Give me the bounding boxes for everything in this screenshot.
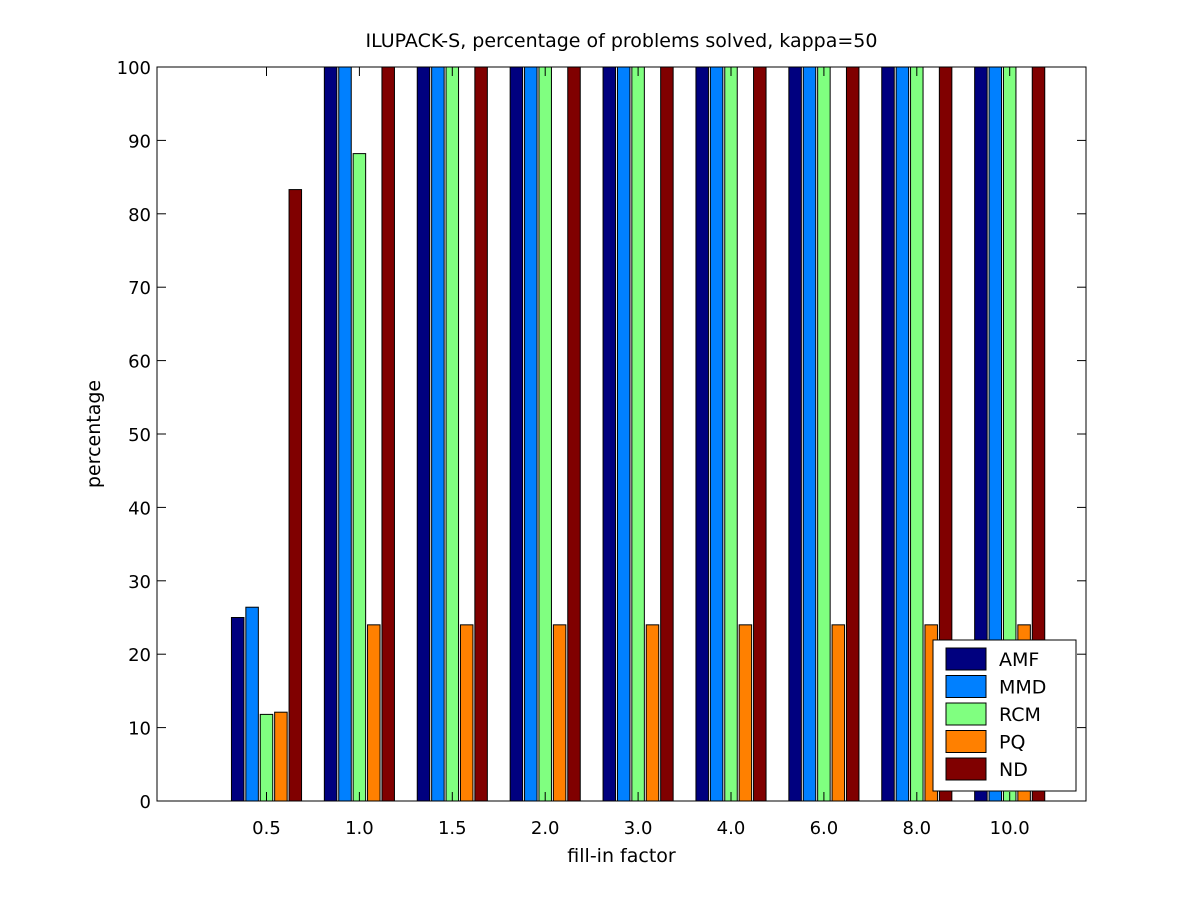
x-tick-label: 4.0 <box>717 818 746 839</box>
bar-nd-3.0 <box>660 66 674 802</box>
y-tick-label: 0 <box>140 792 151 813</box>
bar-mmd-3.0 <box>616 66 631 802</box>
bar-amf-8.0 <box>881 66 895 802</box>
x-tick-label: 1.5 <box>438 818 467 839</box>
y-axis-label: percentage <box>83 380 105 488</box>
legend-swatch-pq <box>945 730 987 753</box>
legend-label-amf: AMF <box>999 649 1039 671</box>
bar-rcm-2.0 <box>538 66 552 802</box>
y-tick-label: 80 <box>128 205 151 226</box>
bar-amf-4.0 <box>695 66 709 802</box>
bar-rcm-4.0 <box>724 66 738 802</box>
x-tick-label: 2.0 <box>531 818 560 839</box>
bar-pq-1.5 <box>459 624 474 802</box>
chart-title: ILUPACK-S, percentage of problems solved… <box>366 30 878 52</box>
y-tick-label: 20 <box>128 645 151 666</box>
bar-rcm-1.5 <box>445 66 460 802</box>
bar-nd-2.0 <box>567 66 581 802</box>
bar-mmd-1.0 <box>338 66 352 802</box>
bars-layer <box>230 66 1046 802</box>
bar-amf-1.5 <box>416 66 431 802</box>
bar-nd-6.0 <box>845 66 860 802</box>
legend-label-rcm: RCM <box>999 704 1041 726</box>
bar-pq-3.0 <box>645 624 660 802</box>
x-tick-label: 8.0 <box>902 818 931 839</box>
legend: AMF MMD RCM PQ ND <box>932 639 1077 792</box>
y-tick-label: 10 <box>128 719 151 740</box>
legend-label-nd: ND <box>999 759 1028 781</box>
bar-pq-2.0 <box>552 624 567 802</box>
bar-pq-1.0 <box>367 624 381 802</box>
bar-pq-4.0 <box>738 624 753 802</box>
x-tick-label: 10.0 <box>990 818 1030 839</box>
legend-label-mmd: MMD <box>999 677 1046 699</box>
x-axis-label: fill-in factor <box>567 845 676 867</box>
legend-swatch-rcm <box>945 702 987 726</box>
bar-amf-2.0 <box>509 66 524 802</box>
legend-swatch-amf <box>945 647 987 671</box>
ticks-layer: 0 10 20 30 40 50 60 70 80 90 100 0.5 1.0 1.5 2.0 3.0 4.0… <box>117 58 1086 839</box>
bar-mmd-2.0 <box>524 66 538 802</box>
y-tick-label: 40 <box>128 498 151 519</box>
bar-mmd-8.0 <box>895 66 910 802</box>
bar-mmd-1.5 <box>431 66 445 802</box>
bar-mmd-0.5 <box>245 606 259 802</box>
bar-nd-4.0 <box>753 66 767 802</box>
x-tick-label: 0.5 <box>252 818 281 839</box>
y-tick-label: 90 <box>128 131 151 152</box>
y-tick-label: 70 <box>128 278 151 299</box>
bar-amf-1.0 <box>323 66 338 802</box>
bar-pq-0.5 <box>274 711 288 802</box>
y-tick-label: 60 <box>128 352 151 373</box>
bar-rcm-3.0 <box>631 66 645 802</box>
bar-nd-0.5 <box>288 189 303 802</box>
bar-rcm-0.5 <box>259 713 274 802</box>
bar-pq-6.0 <box>831 624 846 802</box>
x-tick-label: 1.0 <box>345 818 374 839</box>
bar-amf-3.0 <box>602 66 617 802</box>
bar-nd-1.0 <box>381 66 395 802</box>
bar-rcm-1.0 <box>352 153 367 802</box>
y-tick-label: 50 <box>128 425 151 446</box>
x-tick-label: 6.0 <box>810 818 839 839</box>
x-tick-label: 3.0 <box>624 818 653 839</box>
bar-mmd-6.0 <box>802 66 817 802</box>
bar-amf-6.0 <box>788 66 802 802</box>
y-tick-label: 100 <box>117 58 151 79</box>
legend-swatch-mmd <box>945 675 987 698</box>
bar-rcm-8.0 <box>910 66 924 802</box>
legend-label-pq: PQ <box>999 732 1025 754</box>
bar-rcm-6.0 <box>817 66 831 802</box>
y-tick-label: 30 <box>128 572 151 593</box>
bar-mmd-4.0 <box>709 66 724 802</box>
bar-amf-0.5 <box>230 617 245 802</box>
legend-swatch-nd <box>945 757 987 781</box>
bar-nd-1.5 <box>474 66 488 802</box>
